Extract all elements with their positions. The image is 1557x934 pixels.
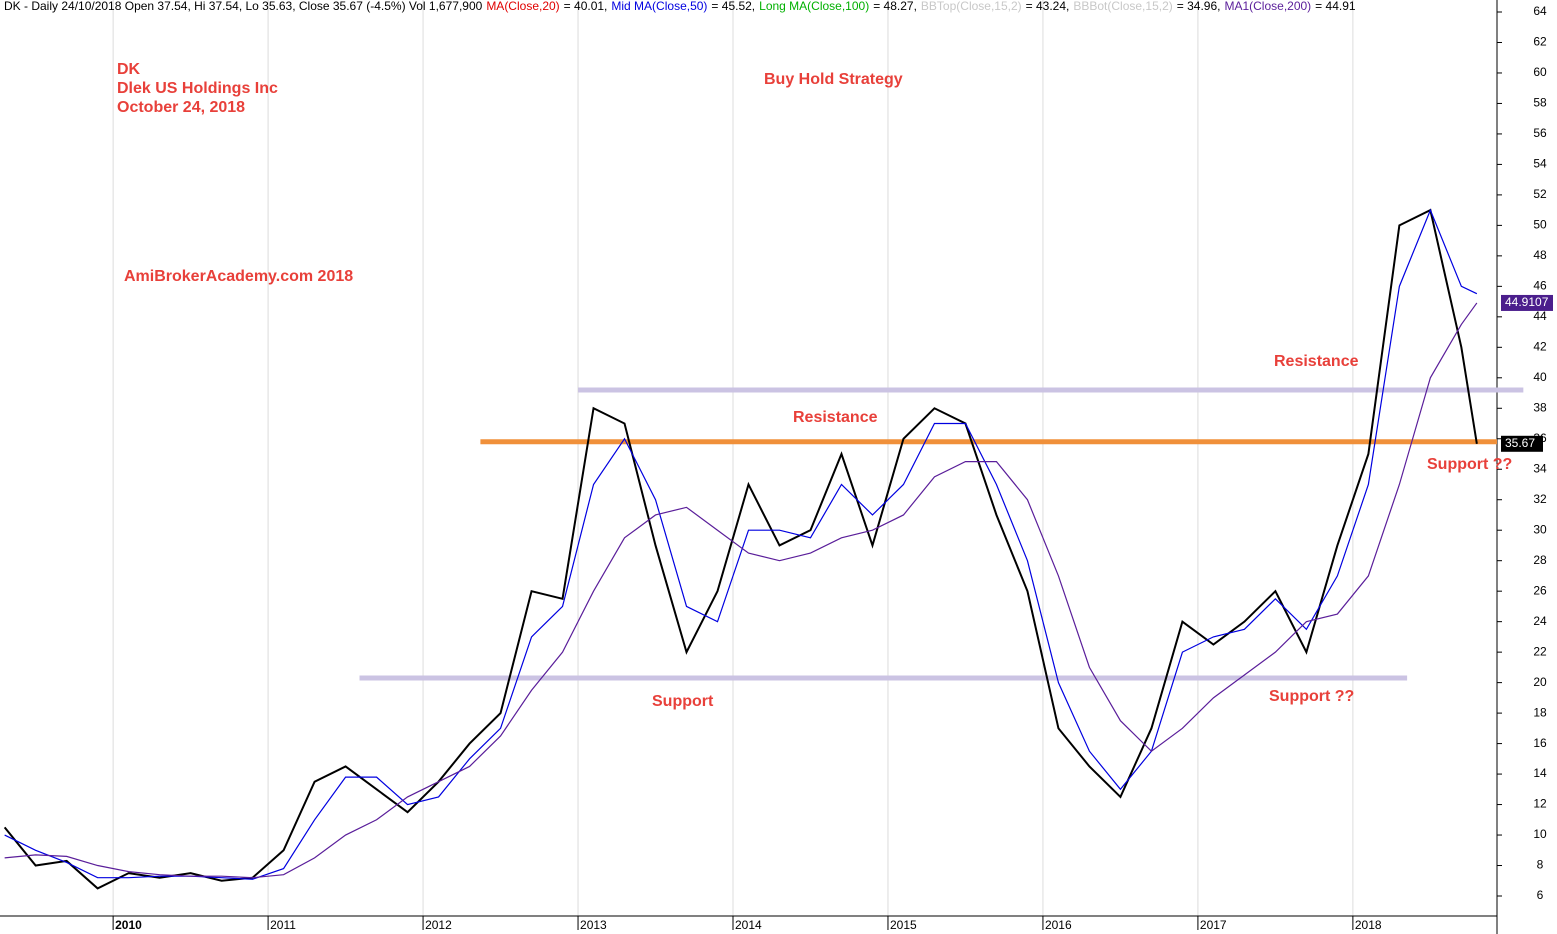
value-tag <box>1501 294 1553 311</box>
annotation: Resistance <box>793 409 878 426</box>
y-tick-label: 60 <box>1533 65 1547 79</box>
y-tick-label: 46 <box>1533 279 1547 293</box>
annotation: Buy Hold Strategy <box>764 71 903 88</box>
header: DK - Daily 24/10/2018 Open 37.54, Hi 37.… <box>4 0 1356 13</box>
header-part: = 34.96, <box>1177 0 1221 13</box>
y-tick-label: 10 <box>1533 827 1547 841</box>
y-tick-label: 34 <box>1533 461 1547 475</box>
header-part: Long MA(Close,100) <box>759 0 869 13</box>
y-tick-label: 26 <box>1533 583 1547 597</box>
series-line <box>4 302 1478 879</box>
x-tick-label: 2018 <box>1355 918 1382 932</box>
x-tick-label: 2017 <box>1200 918 1227 932</box>
y-tick-label: 56 <box>1533 126 1547 140</box>
annotation: October 24, 2018 <box>117 99 245 116</box>
y-tick-label: 6 <box>1537 888 1544 902</box>
y-tick-label: 28 <box>1533 553 1547 567</box>
y-tick-label: 62 <box>1533 35 1547 49</box>
annotation: Dlek US Holdings Inc <box>117 80 278 97</box>
y-tick-label: 44 <box>1533 309 1547 323</box>
y-tick-label: 24 <box>1533 614 1547 628</box>
series-line <box>4 208 1478 880</box>
value-tag-label: 35.67 <box>1505 436 1535 450</box>
annotation: Support <box>652 693 714 710</box>
value-tag-label: 44.9107 <box>1505 295 1549 309</box>
annotation: Support ?? <box>1269 688 1354 705</box>
y-tick-label: 64 <box>1533 4 1547 18</box>
value-tag <box>1501 435 1543 452</box>
header-part: BBBot(Close,15,2) <box>1073 0 1172 13</box>
series-line <box>3 208 1478 890</box>
x-tick-label: 2013 <box>580 918 607 932</box>
y-tick-label: 42 <box>1533 339 1547 353</box>
header-part: MA(Close,20) <box>486 0 559 13</box>
annotation: Resistance <box>1274 353 1359 370</box>
header-part: = 44.91 <box>1315 0 1356 13</box>
annotation: Support ?? <box>1427 456 1512 473</box>
y-tick-label: 38 <box>1533 400 1547 414</box>
x-tick-label: 2015 <box>890 918 917 932</box>
y-tick-label: 48 <box>1533 248 1547 262</box>
y-tick-label: 20 <box>1533 675 1547 689</box>
y-tick-label: 22 <box>1533 644 1547 658</box>
header-part: DK - Daily 24/10/2018 Open 37.54, Hi 37.… <box>4 0 483 13</box>
x-tick-label: 2016 <box>1045 918 1072 932</box>
header-part: BBTop(Close,15,2) <box>921 0 1022 13</box>
annotation: DK <box>117 61 141 78</box>
header-part: MA1(Close,200) <box>1224 0 1311 13</box>
y-tick-label: 52 <box>1533 187 1547 201</box>
y-tick-label: 40 <box>1533 370 1547 384</box>
y-tick-label: 50 <box>1533 218 1547 232</box>
x-tick-label: 2011 <box>270 918 296 932</box>
x-tick-label: 2012 <box>425 918 452 932</box>
y-tick-label: 12 <box>1533 797 1547 811</box>
header-part: = 43.24, <box>1026 0 1070 13</box>
x-tick-label: 2014 <box>735 918 762 932</box>
y-tick-label: 58 <box>1533 96 1547 110</box>
annotation: AmiBrokerAcademy.com 2018 <box>124 268 353 285</box>
y-tick-label: 32 <box>1533 492 1547 506</box>
y-tick-label: 54 <box>1533 157 1547 171</box>
y-tick-label: 18 <box>1533 705 1547 719</box>
header-part: = 40.01, <box>564 0 608 13</box>
x-tick-label: 2010 <box>115 918 142 932</box>
y-tick-label: 14 <box>1533 766 1547 780</box>
header-part: Mid MA(Close,50) <box>611 0 707 13</box>
y-tick-label: 8 <box>1537 858 1544 872</box>
y-tick-label: 30 <box>1533 522 1547 536</box>
header-part: = 45.52, <box>711 0 755 13</box>
header-part: = 48.27, <box>873 0 917 13</box>
y-tick-label: 16 <box>1533 736 1547 750</box>
